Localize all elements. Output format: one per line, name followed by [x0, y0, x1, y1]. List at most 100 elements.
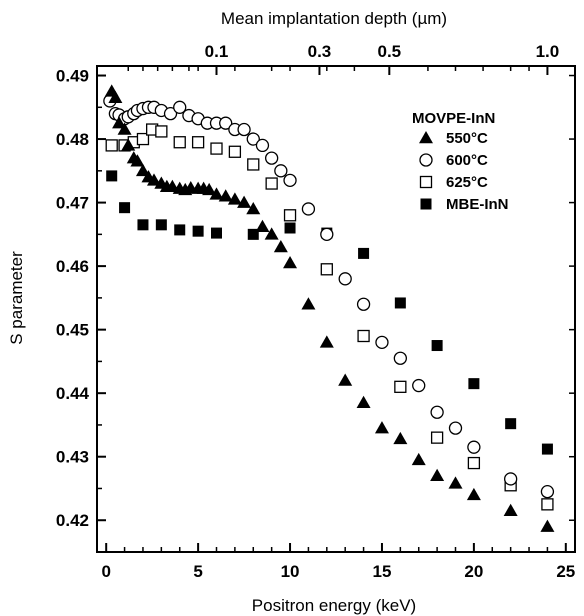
triangle-marker	[255, 219, 270, 232]
square-marker	[191, 136, 205, 149]
series-2	[105, 123, 554, 511]
y-tick-label: 0.45	[56, 321, 89, 340]
x-tick-label: 10	[281, 562, 300, 581]
triangle-marker	[411, 452, 426, 466]
triangle-marker	[218, 189, 233, 202]
triangle-marker	[301, 297, 316, 310]
square-marker	[105, 139, 118, 152]
square-marker	[247, 158, 260, 171]
y-tick-label: 0.43	[56, 448, 89, 467]
triangle-marker	[273, 240, 288, 253]
circle-marker	[419, 153, 433, 167]
circle-marker	[504, 472, 518, 486]
data-markers	[103, 84, 555, 532]
square-marker	[541, 498, 554, 511]
series-0	[104, 84, 555, 532]
circle-marker	[375, 335, 389, 350]
circle-marker	[320, 227, 334, 242]
circle-marker	[237, 122, 251, 137]
square-marker	[173, 136, 186, 149]
top-tick-label: 0.5	[377, 42, 401, 61]
circle-marker	[467, 440, 481, 454]
circle-marker	[540, 484, 555, 499]
legend-label: 550°C	[446, 130, 488, 147]
x-tick-label: 0	[101, 562, 110, 581]
plot-border	[96, 65, 576, 553]
square-marker	[320, 263, 333, 276]
filled-square-marker	[174, 224, 186, 236]
legend: MOVPE-InN 550°C 600°C 625°C MBE-InN	[412, 110, 509, 213]
legend-label: 625°C	[446, 174, 488, 191]
square-marker	[394, 380, 407, 393]
circle-marker	[393, 351, 407, 365]
circle-marker	[265, 151, 279, 165]
x-tick-label: 25	[556, 562, 575, 581]
y-axis-title: S parameter	[7, 251, 26, 345]
x-tick-label: 5	[193, 562, 202, 581]
circle-marker	[246, 132, 260, 146]
triangle-marker	[319, 335, 334, 348]
square-marker	[136, 132, 150, 146]
y-tick-label: 0.42	[56, 511, 89, 530]
legend-item: MBE-InN	[420, 196, 509, 213]
circle-marker	[255, 138, 270, 153]
y-axis: 0.42 0.43 0.44 0.45 0.46 0.47 0.48 0.49	[56, 67, 575, 530]
filled-square-marker	[137, 219, 149, 231]
x-tick-label: 20	[464, 562, 483, 581]
filled-square-marker	[394, 297, 406, 309]
triangle-marker	[503, 503, 518, 516]
circle-marker	[448, 421, 463, 435]
square-marker	[265, 177, 278, 190]
circle-marker	[338, 272, 352, 286]
triangle-marker	[237, 195, 252, 208]
triangle-marker	[540, 519, 555, 532]
triangle-marker	[121, 138, 136, 151]
circle-marker	[219, 116, 233, 130]
triangle-marker	[448, 476, 463, 489]
filled-square-marker	[420, 198, 432, 210]
circle-marker	[274, 164, 288, 178]
square-marker	[430, 431, 444, 444]
legend-label: 600°C	[446, 152, 488, 169]
triangle-marker	[108, 90, 123, 104]
triangle-marker	[338, 373, 353, 386]
triangle-marker	[419, 131, 433, 144]
square-marker	[228, 145, 242, 158]
plot-frame	[96, 65, 576, 553]
triangle-marker	[135, 163, 150, 177]
triangle-marker	[202, 182, 217, 196]
legend-title: MOVPE-InN	[412, 110, 495, 127]
triangle-marker	[466, 487, 481, 501]
legend-item: 600°C	[419, 152, 488, 169]
triangle-marker	[209, 187, 224, 200]
top-axis: 0.1 0.3 0.5 1.0	[127, 42, 560, 75]
filled-square-marker	[247, 228, 259, 240]
circle-marker	[173, 100, 187, 114]
triangle-marker	[264, 227, 279, 240]
circle-marker	[412, 378, 426, 393]
filled-square-marker	[358, 247, 370, 259]
top-tick-label: 0.3	[308, 42, 332, 61]
square-marker	[155, 125, 168, 138]
filled-square-marker	[468, 378, 480, 390]
legend-item: 550°C	[419, 130, 488, 147]
filled-square-marker	[106, 170, 118, 182]
y-tick-label: 0.48	[56, 130, 89, 149]
triangle-marker	[283, 255, 298, 269]
triangle-marker	[246, 201, 261, 215]
square-marker	[467, 456, 481, 470]
y-tick-label: 0.47	[56, 194, 89, 213]
filled-square-marker	[284, 222, 296, 234]
triangle-marker	[117, 122, 132, 135]
square-marker	[283, 209, 297, 222]
triangle-marker	[374, 421, 389, 434]
filled-square-marker	[211, 227, 222, 239]
triangle-marker	[227, 192, 242, 205]
top-tick-label: 1.0	[536, 42, 560, 61]
circle-marker	[301, 202, 316, 216]
triangle-marker	[130, 154, 145, 167]
filled-square-marker	[155, 219, 167, 231]
legend-label: MBE-InN	[446, 196, 509, 213]
triangle-marker	[112, 116, 127, 129]
filled-square-marker	[119, 202, 131, 214]
